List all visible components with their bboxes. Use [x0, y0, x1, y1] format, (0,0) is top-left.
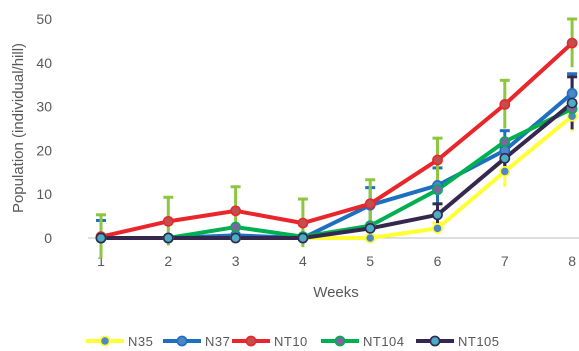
- data-point-nt104: [499, 136, 511, 148]
- data-point-nt105: [95, 232, 107, 244]
- x-axis-ticks: 1 2 3 4 5 6 7 8: [97, 253, 576, 269]
- data-point-n35: [432, 222, 443, 234]
- data-point-nt10: [364, 198, 376, 210]
- legend-swatch-marker: [334, 335, 346, 347]
- series-line-n37: [101, 91, 574, 240]
- legend-item-nt104: NT104: [321, 334, 405, 349]
- x-tick-label: 5: [366, 253, 374, 269]
- legend-label: NT105: [458, 334, 500, 349]
- legend-swatch-marker: [176, 335, 188, 347]
- data-point-n35: [364, 232, 376, 244]
- data-point-n37: [566, 88, 578, 99]
- legend-label: N35: [128, 334, 153, 349]
- series-line-nt10: [100, 41, 574, 239]
- legend-swatch-marker: [245, 335, 257, 347]
- data-point-nt105: [162, 232, 174, 244]
- y-axis-ticks: 0 10 20 30 40 50: [36, 11, 52, 246]
- legend-label: NT104: [363, 334, 405, 349]
- y-tick-label: 30: [36, 99, 52, 115]
- x-tick-label: 7: [501, 253, 509, 269]
- data-point-nt10: [162, 215, 174, 227]
- data-point-nt105: [432, 209, 443, 221]
- y-axis-title: Population (individual/hill): [10, 43, 27, 213]
- legend: N35 N37 NT10 NT104 NT105: [86, 334, 500, 349]
- x-tick-label: 4: [299, 253, 307, 269]
- x-tick-label: 2: [164, 253, 172, 269]
- legend-label: NT10: [274, 334, 308, 349]
- x-tick-label: 3: [232, 253, 240, 269]
- y-tick-label: 0: [44, 230, 52, 246]
- legend-item-nt105: NT105: [416, 334, 500, 349]
- y-tick-label: 10: [36, 186, 52, 202]
- data-point-nt104: [432, 184, 443, 196]
- y-tick-label: 40: [36, 55, 52, 71]
- data-point-nt105: [297, 232, 309, 244]
- series-lines: [100, 41, 574, 240]
- data-point-nt105: [364, 222, 376, 234]
- legend-item-n37: N37: [163, 334, 230, 349]
- data-point-nt10: [432, 154, 443, 166]
- legend-label: N37: [205, 334, 230, 349]
- data-point-nt10: [499, 99, 511, 110]
- data-point-nt10: [230, 205, 241, 217]
- x-tick-label: 8: [568, 253, 576, 269]
- legend-swatch-marker: [429, 335, 441, 347]
- series-markers: [95, 37, 578, 244]
- data-point-n35: [499, 166, 511, 177]
- legend-item-n35: N35: [86, 334, 153, 349]
- y-tick-label: 50: [36, 11, 52, 27]
- y-tick-label: 20: [36, 142, 52, 158]
- data-point-nt105: [230, 232, 241, 244]
- x-tick-label: 6: [434, 253, 442, 269]
- data-point-nt105: [499, 152, 511, 164]
- x-tick-label: 1: [97, 253, 105, 269]
- data-point-nt105: [566, 97, 578, 109]
- data-point-nt10: [566, 37, 578, 49]
- data-point-nt10: [297, 217, 309, 229]
- legend-swatch-marker: [99, 335, 111, 347]
- legend-item-nt10: NT10: [232, 334, 308, 349]
- series-line-nt105: [101, 101, 574, 240]
- x-axis-title: Weeks: [313, 284, 359, 301]
- data-point-nt104: [230, 221, 241, 233]
